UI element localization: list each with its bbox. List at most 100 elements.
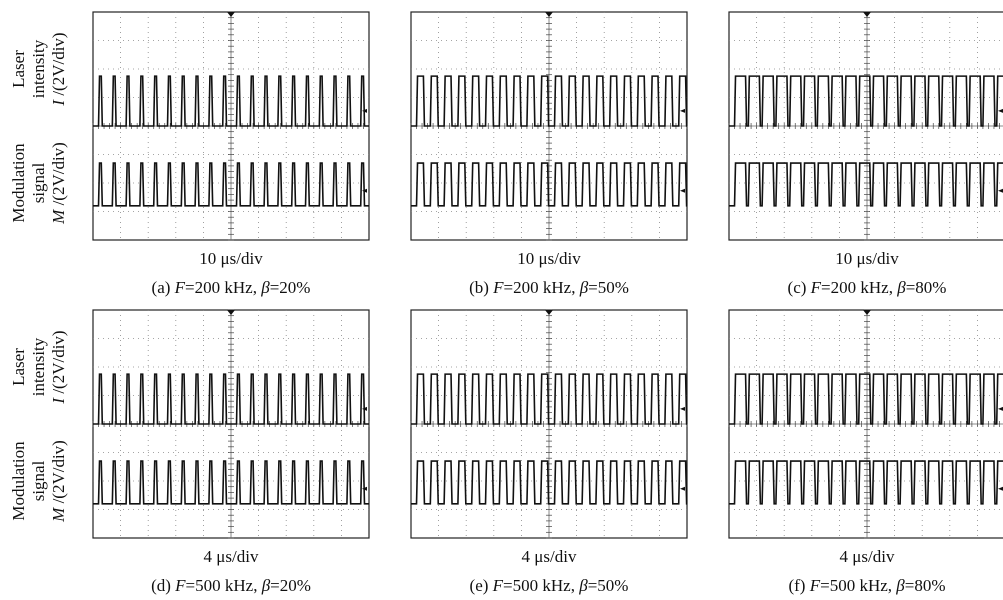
- text-part: F: [492, 576, 504, 595]
- ground-marker: [998, 189, 1003, 193]
- text-part: 500: [513, 576, 539, 595]
- text-part: M: [49, 209, 68, 225]
- text-part: 20: [280, 576, 297, 595]
- panel-caption: (e) F=500 kHz, β=50%: [470, 576, 629, 595]
- y-label-line: Modulation: [9, 441, 28, 521]
- text-part: kHz,: [855, 576, 892, 595]
- text-part: μs/div: [852, 249, 899, 268]
- figure: LaserintensityI /(2V/div)Modulationsigna…: [0, 0, 1003, 600]
- text-part: kHz,: [220, 278, 257, 297]
- text-part: M: [49, 507, 68, 523]
- text-part: =: [588, 278, 598, 297]
- ground-marker: [680, 487, 685, 491]
- text-part: 10: [517, 249, 534, 268]
- text-part: 200: [195, 278, 221, 297]
- text-part: (c): [788, 278, 807, 297]
- scope-screen: [729, 12, 1003, 240]
- ground-marker: [680, 407, 685, 411]
- waveform: [729, 374, 1003, 424]
- text-part: μs/div: [534, 249, 581, 268]
- trigger-marker: [545, 12, 553, 17]
- text-part: F: [174, 576, 186, 595]
- scope-screen: [729, 310, 1003, 538]
- text-part: μs/div: [212, 547, 259, 566]
- text-part: =: [270, 278, 280, 297]
- text-part: F: [810, 278, 822, 297]
- panel-caption: (a) F=200 kHz, β=20%: [152, 278, 311, 297]
- text-part: =: [821, 278, 831, 297]
- text-part: μs/div: [216, 249, 263, 268]
- text-part: %: [297, 576, 311, 595]
- text-part: 500: [830, 576, 856, 595]
- text-part: F: [174, 278, 186, 297]
- text-part: %: [931, 576, 945, 595]
- text-part: %: [614, 576, 628, 595]
- text-part: F: [809, 576, 821, 595]
- y-label-line: M /(2V/div): [49, 142, 68, 225]
- waveform: [729, 76, 1003, 126]
- y-label-line: Laser: [9, 50, 28, 88]
- panel-caption: (b) F=200 kHz, β=50%: [469, 278, 629, 297]
- y-label-line: signal: [29, 162, 48, 203]
- timebase-label: 10 μs/div: [517, 249, 581, 268]
- text-part: (a): [152, 278, 171, 297]
- text-part: =: [185, 278, 195, 297]
- y-label-line: signal: [29, 460, 48, 501]
- text-part: 20: [279, 278, 296, 297]
- text-part: (e): [470, 576, 489, 595]
- text-part: =: [270, 576, 280, 595]
- timebase-label: 10 μs/div: [835, 249, 899, 268]
- text-part: %: [615, 278, 629, 297]
- trigger-marker: [863, 12, 871, 17]
- ground-marker: [998, 487, 1003, 491]
- scope-screen: [93, 310, 369, 538]
- text-part: 10: [199, 249, 216, 268]
- text-part: kHz,: [539, 278, 576, 297]
- text-part: kHz,: [538, 576, 575, 595]
- text-part: (f): [788, 576, 805, 595]
- panel-caption: (c) F=200 kHz, β=80%: [788, 278, 947, 297]
- y-label-line: intensity: [29, 337, 48, 396]
- text-part: kHz,: [856, 278, 893, 297]
- text-part: (d): [151, 576, 171, 595]
- text-part: =: [588, 576, 598, 595]
- text-part: %: [296, 278, 310, 297]
- text-part: 10: [835, 249, 852, 268]
- panel-caption: (f) F=500 kHz, β=80%: [788, 576, 945, 595]
- text-part: kHz,: [221, 576, 258, 595]
- text-part: =: [503, 576, 513, 595]
- text-part: 200: [831, 278, 857, 297]
- timebase-label: 10 μs/div: [199, 249, 263, 268]
- waveform: [729, 461, 1003, 504]
- text-part: /(2V/div): [49, 32, 68, 100]
- trigger-marker: [545, 310, 553, 315]
- text-part: μs/div: [530, 547, 577, 566]
- ground-marker: [998, 109, 1003, 113]
- y-label-line: intensity: [29, 39, 48, 98]
- y-label-line: I /(2V/div): [49, 330, 68, 404]
- scope-screen: [411, 12, 687, 240]
- text-part: F: [492, 278, 504, 297]
- y-label-line: I /(2V/div): [49, 32, 68, 106]
- text-part: 50: [597, 576, 614, 595]
- text-part: =: [820, 576, 830, 595]
- waveform: [729, 163, 1003, 206]
- trigger-marker: [227, 310, 235, 315]
- ground-marker: [998, 407, 1003, 411]
- text-part: /(2V/div): [49, 330, 68, 398]
- text-part: 80: [914, 576, 931, 595]
- text-part: =: [905, 576, 915, 595]
- text-part: /(2V/div): [49, 440, 68, 508]
- text-part: %: [932, 278, 946, 297]
- text-part: 500: [195, 576, 221, 595]
- text-part: 200: [513, 278, 539, 297]
- timebase-label: 4 μs/div: [840, 547, 895, 566]
- text-part: μs/div: [848, 547, 895, 566]
- text-part: (b): [469, 278, 489, 297]
- timebase-label: 4 μs/div: [522, 547, 577, 566]
- ground-marker: [680, 189, 685, 193]
- panel-caption: (d) F=500 kHz, β=20%: [151, 576, 311, 595]
- y-label-line: M /(2V/div): [49, 440, 68, 523]
